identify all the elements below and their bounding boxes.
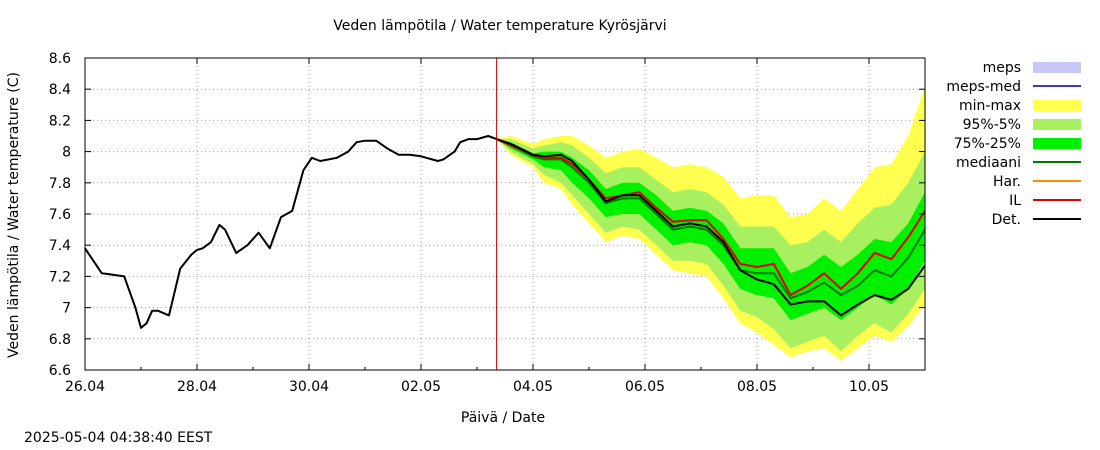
x-tick-label: 04.05: [513, 379, 553, 395]
legend-swatch: [1033, 138, 1081, 149]
y-tick-label: 7.6: [49, 207, 71, 223]
y-tick-label: 7.4: [49, 238, 71, 254]
x-tick-label: 02.05: [401, 379, 441, 395]
chart-title: Veden lämpötila / Water temperature Kyrö…: [333, 18, 667, 34]
il-line: [496, 138, 926, 297]
y-tick-label: 6.6: [49, 363, 71, 379]
y-tick-label: 8.2: [49, 113, 71, 129]
legend-swatch: [1033, 119, 1081, 130]
y-tick-label: 7.2: [49, 269, 71, 285]
y-tick-label: 7.8: [49, 176, 71, 192]
y-tick-label: 8.4: [49, 82, 71, 98]
y-tick-label: 8: [62, 145, 71, 161]
legend-label: min-max: [959, 98, 1021, 114]
x-tick-label: 30.04: [289, 379, 329, 395]
legend-label: Det.: [992, 212, 1021, 228]
x-tick-label: 06.05: [625, 379, 665, 395]
legend-label: meps-med: [946, 79, 1021, 95]
legend-label: 95%-5%: [963, 117, 1021, 133]
plot-border: [84, 57, 926, 371]
timestamp: 2025-05-04 04:38:40 EEST: [24, 430, 213, 446]
plot-frame: [84, 57, 926, 371]
tick-labels: 6.6 6.8 7 7.2 7.4 7.6 7.8 8 8.2 8.4 8.6 26.04 28.04 3…: [49, 51, 889, 395]
forecast-bands: [496, 86, 925, 361]
legend-label: Har.: [993, 174, 1021, 190]
series-lines: [84, 58, 926, 370]
median-line: [496, 138, 926, 300]
y-axis-label: Veden lämpötila / Water temperature (C): [6, 72, 22, 358]
legend-label: 75%-25%: [954, 136, 1021, 152]
y-tick-label: 7: [62, 301, 71, 317]
legend: meps meps-med min-max 95%-5% 75%-25% mediaani…: [946, 60, 1081, 228]
x-tick-label: 28.04: [177, 379, 217, 395]
legend-swatch: [1033, 100, 1081, 111]
x-axis-label: Päivä / Date: [461, 410, 545, 426]
y-tick-label: 8.6: [49, 51, 71, 67]
x-tick-label: 26.04: [65, 379, 105, 395]
x-tick-label: 08.05: [737, 379, 777, 395]
y-tick-label: 6.8: [49, 332, 71, 348]
legend-label: IL: [1009, 193, 1021, 209]
legend-swatch: [1033, 62, 1081, 73]
x-tick-label: 10.05: [849, 379, 889, 395]
det-line: [496, 138, 926, 317]
observed-line: [84, 135, 497, 329]
legend-label: mediaani: [956, 155, 1021, 171]
legend-label: meps: [983, 60, 1021, 76]
